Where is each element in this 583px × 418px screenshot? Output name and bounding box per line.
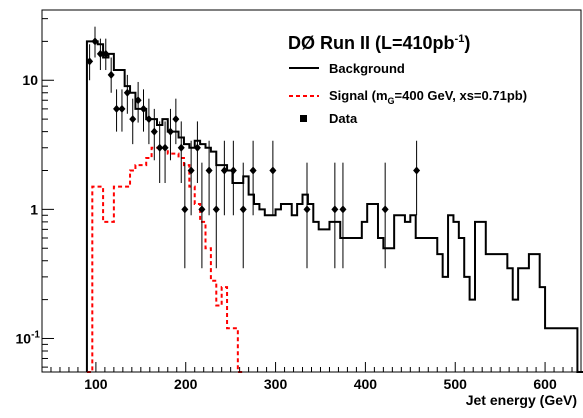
data-point <box>181 205 189 214</box>
data-point <box>339 205 347 214</box>
data-point <box>229 166 237 175</box>
signal-histogram <box>86 146 244 373</box>
data-point <box>118 104 126 113</box>
data-point <box>381 205 389 214</box>
chart-title-close: ) <box>464 33 470 53</box>
x-axis-label: Jet energy (GeV) <box>466 392 577 408</box>
data-point <box>198 205 206 214</box>
y-tick-label: 10 <box>22 72 38 88</box>
data-point <box>145 115 153 124</box>
data-point <box>91 37 99 46</box>
legend-data-label: Data <box>329 111 358 126</box>
chart-title-main: DØ Run II (L=410pb <box>288 33 455 53</box>
y-tick-label: 10-1 <box>16 329 41 346</box>
data-point <box>150 127 158 136</box>
x-tick-label: 300 <box>264 376 288 392</box>
data-point <box>161 143 169 152</box>
data-point <box>187 166 195 175</box>
data-point <box>249 166 257 175</box>
legend-signal-label-sub: G <box>388 96 395 106</box>
data-point <box>156 143 164 152</box>
data-point <box>96 49 104 58</box>
data-point <box>331 205 339 214</box>
data-point <box>172 115 180 124</box>
data-point <box>166 127 174 136</box>
data-point <box>205 166 213 175</box>
x-tick-label: 600 <box>533 376 557 392</box>
legend-background-label: Background <box>329 61 405 76</box>
y-tick-label-base: 10 <box>16 330 32 346</box>
data-point <box>239 205 247 214</box>
x-tick-label: 500 <box>444 376 468 392</box>
x-tick-label: 400 <box>354 376 378 392</box>
data-point <box>113 104 121 113</box>
data-point <box>140 104 148 113</box>
data-point <box>129 115 137 124</box>
data-point <box>193 143 201 152</box>
x-tick-label: 100 <box>84 376 108 392</box>
data-point <box>102 49 110 58</box>
y-tick-label-exponent: -1 <box>31 329 40 340</box>
data-points-layer <box>86 26 421 269</box>
chart-title: DØ Run II (L=410pb-1) <box>288 33 470 53</box>
data-point <box>220 166 228 175</box>
legend-signal-label: Signal (mG=400 GeV, xs=0.71pb) <box>329 88 527 106</box>
chart-title-sup: -1 <box>455 33 465 45</box>
data-point <box>303 205 311 214</box>
data-point <box>413 166 421 175</box>
legend-signal-label-pre: Signal (m <box>329 88 388 103</box>
y-tick-label: 1 <box>30 201 38 217</box>
data-point <box>177 143 185 152</box>
data-point <box>212 205 220 214</box>
legend-signal-label-post: =400 GeV, xs=0.71pb) <box>395 88 528 103</box>
data-point <box>123 88 131 97</box>
data-point <box>134 96 142 105</box>
legend-data-marker <box>300 115 307 122</box>
data-point <box>269 166 277 175</box>
legend: Background Signal (mG=400 GeV, xs=0.71pb… <box>289 61 527 126</box>
x-tick-label: 200 <box>174 376 198 392</box>
data-point <box>107 70 115 79</box>
data-point <box>86 57 94 66</box>
